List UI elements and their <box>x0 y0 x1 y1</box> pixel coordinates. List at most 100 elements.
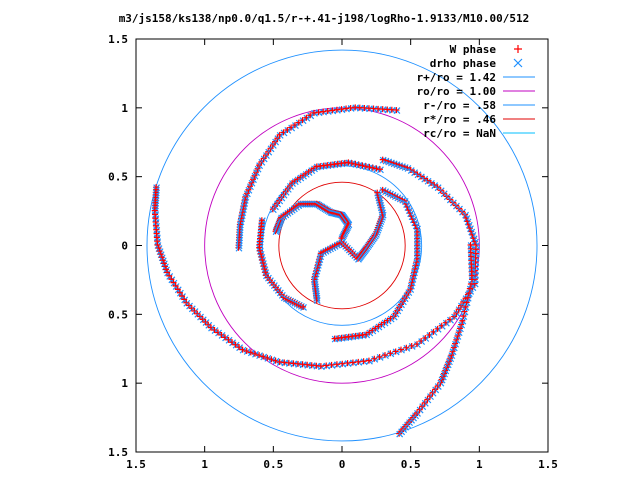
y-tick-label: 0 <box>121 240 128 253</box>
legend-label: rc/ro = NaN <box>423 127 496 140</box>
w-phase-point <box>393 107 400 114</box>
w-phase-point <box>243 190 250 197</box>
w-phase-point <box>236 344 243 351</box>
w-phase-point <box>333 106 340 113</box>
w-phase-point <box>387 350 394 357</box>
axis-ticks: 1.5 1 0.5 0 0.5 1 1.51.510.500.511.5 <box>108 33 558 471</box>
w-phase-point <box>376 353 383 360</box>
legend-label: W phase <box>450 43 497 56</box>
w-phase-point <box>403 344 410 351</box>
w-phase-point <box>320 108 327 115</box>
w-phase-point <box>218 331 225 338</box>
w-phase-point <box>314 264 321 271</box>
w-phase-point <box>300 303 307 310</box>
w-phase-point <box>329 107 336 114</box>
w-phase-point <box>317 253 324 260</box>
y-tick-label: 1.5 <box>108 33 128 46</box>
w-phase-point <box>398 346 405 353</box>
w-phase-point <box>365 357 372 364</box>
phase-points <box>151 45 523 438</box>
legend-label: r-/ro = .58 <box>423 99 496 112</box>
chart-title: m3/js158/ks138/np0.0/q1.5/r-+.41-j198/lo… <box>119 12 530 25</box>
w-phase-point <box>379 186 386 193</box>
w-phase-point <box>374 189 381 196</box>
w-phase-point <box>248 179 255 186</box>
legend-label: drho phase <box>430 57 497 70</box>
x-tick-label: 1 <box>476 458 483 471</box>
w-phase-point <box>251 172 258 179</box>
x-tick-label: 1.5 <box>126 458 146 471</box>
w-phase-point <box>222 334 229 341</box>
w-phase-point <box>392 348 399 355</box>
w-phase-point <box>205 321 212 328</box>
w-phase-point <box>379 156 386 163</box>
w-phase-point <box>312 270 319 277</box>
w-phase-point <box>242 193 249 200</box>
w-phase-point <box>323 362 330 369</box>
w-phase-point <box>202 319 209 326</box>
circle-0 <box>146 49 538 442</box>
w-phase-point <box>333 361 340 368</box>
w-phase-point <box>349 359 356 366</box>
w-phase-point <box>211 327 218 334</box>
x-tick-label: 0 <box>339 458 346 471</box>
w-phase-point <box>194 310 201 317</box>
y-tick-label: 0.5 <box>108 308 128 321</box>
x-tick-label: 0.5 <box>401 458 421 471</box>
w-phase-point <box>229 339 236 346</box>
w-phase-point <box>343 105 350 112</box>
x-tick-label: 1.5 <box>538 458 558 471</box>
w-phase-point <box>225 336 232 343</box>
w-phase-point <box>376 166 383 173</box>
y-tick-label: 1.5 <box>108 446 128 459</box>
w-phase-point <box>199 316 206 323</box>
w-phase-point <box>311 276 318 283</box>
x-tick-label: 1 <box>201 458 208 471</box>
w-phase-point <box>371 355 378 362</box>
w-phase-point <box>253 169 260 176</box>
w-phase-point <box>381 352 388 359</box>
w-phase-point <box>467 242 474 248</box>
w-phase-point <box>254 165 261 172</box>
w-phase-point <box>314 261 321 268</box>
w-phase-point <box>360 358 367 365</box>
w-phase-point <box>315 258 322 265</box>
w-phase-point <box>188 305 195 312</box>
w-phase-point <box>232 341 239 348</box>
w-phase-point <box>208 324 215 331</box>
w-phase-point <box>215 329 222 336</box>
x-tick-label: 0.5 <box>263 458 283 471</box>
legend-label: r+/ro = 1.42 <box>417 71 496 84</box>
w-phase-point <box>338 235 345 242</box>
w-phase-point <box>324 108 331 115</box>
w-phase-point <box>317 363 324 370</box>
w-phase-point <box>249 176 256 183</box>
w-phase-point <box>313 267 320 274</box>
w-phase-point <box>311 109 318 116</box>
legend-label: r*/ro = .46 <box>423 113 496 126</box>
w-phase-point <box>245 186 252 193</box>
w-phase-point <box>311 273 318 280</box>
w-phase-point <box>246 183 253 190</box>
y-tick-label: 1 <box>121 377 128 390</box>
w-phase-point <box>186 302 193 309</box>
w-phase-point <box>315 109 322 116</box>
w-phase-point <box>183 299 190 306</box>
y-tick-label: 0.5 <box>108 171 128 184</box>
w-phase-point <box>197 313 204 320</box>
w-phase-point <box>191 308 198 315</box>
w-phase-point <box>355 358 362 365</box>
w-phase-point <box>408 342 415 349</box>
circle-3 <box>278 181 406 310</box>
legend-drho-marker <box>513 58 523 68</box>
w-phase-point <box>347 104 354 111</box>
y-tick-label: 1 <box>121 102 128 115</box>
w-phase-point <box>338 106 345 113</box>
w-phase-point <box>316 256 323 263</box>
w-phase-point <box>328 361 335 368</box>
legend-label: ro/ro = 1.00 <box>417 85 496 98</box>
w-phase-point <box>344 360 351 367</box>
w-phase-point <box>339 360 346 367</box>
